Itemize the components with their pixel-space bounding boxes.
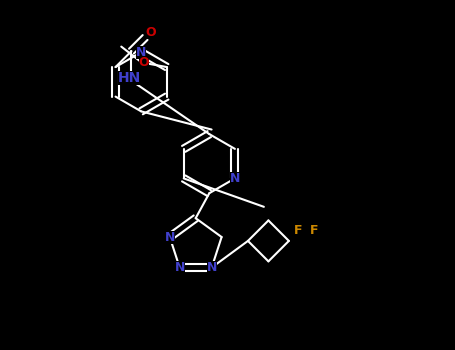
Text: N: N: [207, 261, 217, 274]
Text: F: F: [294, 224, 302, 237]
Text: F: F: [309, 224, 318, 237]
Text: O: O: [139, 56, 149, 69]
Text: N: N: [165, 231, 175, 244]
Text: O: O: [145, 26, 156, 38]
Text: N: N: [230, 172, 240, 185]
Text: HN: HN: [117, 71, 141, 85]
Text: N: N: [136, 46, 147, 59]
Text: N: N: [174, 261, 185, 274]
